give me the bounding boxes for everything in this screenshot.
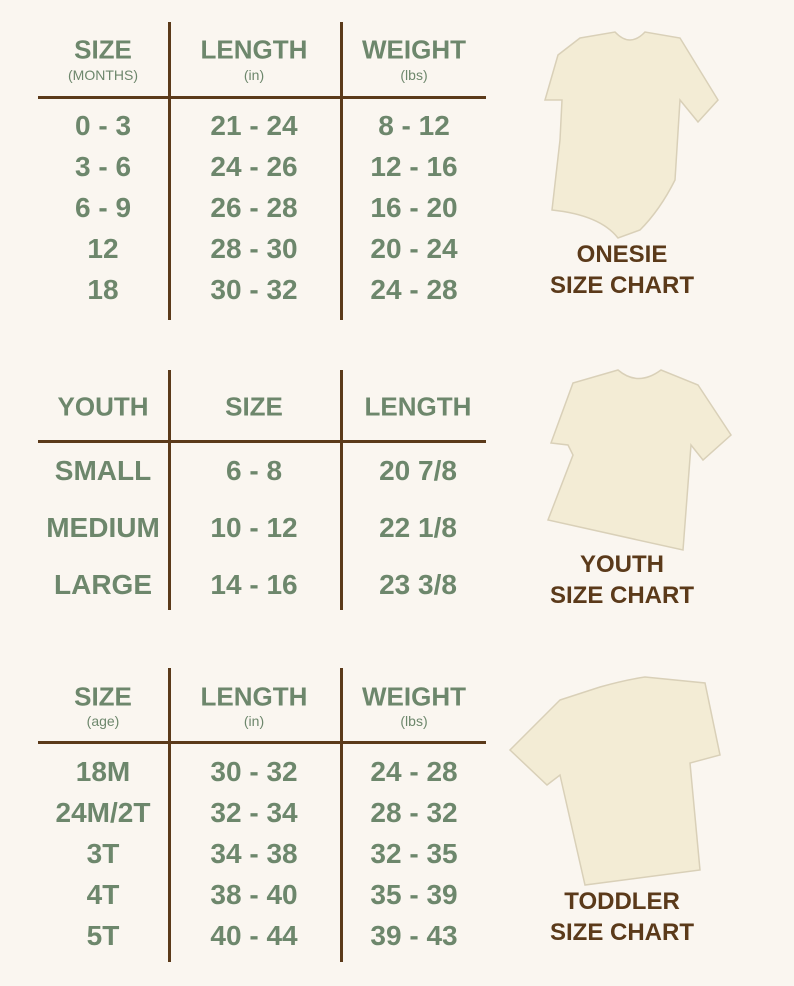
youth-caption: YOUTH bbox=[580, 551, 664, 578]
table-cell: 12 bbox=[87, 233, 119, 264]
table-column-divider bbox=[340, 668, 343, 962]
column-header-unit: (lbs) bbox=[400, 713, 428, 729]
column-header: LENGTH bbox=[200, 681, 308, 712]
table-cell: 12 - 16 bbox=[370, 151, 458, 182]
table-cell: 18M bbox=[75, 756, 131, 787]
column-header-unit: (MONTHS) bbox=[68, 67, 138, 83]
table-cell: 32 - 34 bbox=[210, 797, 298, 828]
table-cell: 39 - 43 bbox=[370, 920, 458, 951]
table-header-divider bbox=[38, 96, 486, 99]
onesie-caption: ONESIE bbox=[576, 241, 668, 268]
column-header: YOUTH bbox=[57, 391, 149, 422]
table-header-divider bbox=[38, 440, 486, 443]
table-cell: 8 - 12 bbox=[378, 110, 450, 141]
table-cell: 10 - 12 bbox=[210, 512, 298, 543]
column-header: SIZE bbox=[74, 34, 132, 65]
table-cell: 4T bbox=[86, 879, 120, 910]
toddler-tshirt-image bbox=[508, 676, 721, 886]
column-header: WEIGHT bbox=[362, 681, 466, 712]
table-cell: 18 bbox=[87, 274, 119, 305]
table-cell: MEDIUM bbox=[46, 512, 160, 543]
table-cell: 21 - 24 bbox=[210, 110, 298, 141]
table-column-divider bbox=[340, 370, 343, 610]
table-cell: 0 - 3 bbox=[74, 110, 132, 141]
table-cell: 24 - 26 bbox=[210, 151, 298, 182]
onesie-image bbox=[544, 31, 719, 239]
table-cell: LARGE bbox=[54, 569, 152, 600]
table-cell: 20 - 24 bbox=[370, 233, 458, 264]
column-header-unit: (lbs) bbox=[400, 67, 428, 83]
column-header-unit: (in) bbox=[243, 67, 265, 83]
table-column-divider bbox=[168, 668, 171, 962]
table-cell: 24 - 28 bbox=[370, 274, 458, 305]
youth-tshirt-image bbox=[546, 369, 732, 551]
table-column-divider bbox=[168, 22, 171, 320]
table-cell: 5T bbox=[86, 920, 120, 951]
table-cell: 28 - 32 bbox=[370, 797, 458, 828]
table-cell: SMALL bbox=[54, 455, 152, 486]
table-cell: 22 1/8 bbox=[379, 512, 457, 543]
toddler-caption: SIZE CHART bbox=[550, 919, 694, 946]
table-cell: 35 - 39 bbox=[370, 879, 458, 910]
table-cell: 3T bbox=[86, 838, 120, 869]
table-cell: 26 - 28 bbox=[210, 192, 298, 223]
youth-caption: SIZE CHART bbox=[550, 582, 694, 609]
table-column-divider bbox=[340, 22, 343, 320]
table-cell: 3 - 6 bbox=[74, 151, 132, 182]
table-cell: 20 7/8 bbox=[379, 455, 457, 486]
column-header: LENGTH bbox=[364, 391, 472, 422]
table-cell: 14 - 16 bbox=[210, 569, 298, 600]
column-header: SIZE bbox=[225, 391, 283, 422]
toddler-caption: TODDLER bbox=[564, 888, 680, 915]
table-cell: 28 - 30 bbox=[210, 233, 298, 264]
table-cell: 30 - 32 bbox=[210, 756, 298, 787]
table-header-divider bbox=[38, 741, 486, 744]
table-cell: 16 - 20 bbox=[370, 192, 458, 223]
table-cell: 6 - 8 bbox=[225, 455, 283, 486]
column-header: SIZE bbox=[74, 681, 132, 712]
table-cell: 6 - 9 bbox=[74, 192, 132, 223]
column-header: LENGTH bbox=[200, 34, 308, 65]
table-cell: 30 - 32 bbox=[210, 274, 298, 305]
table-column-divider bbox=[168, 370, 171, 610]
column-header-unit: (age) bbox=[86, 713, 120, 729]
onesie-caption: SIZE CHART bbox=[550, 272, 694, 299]
table-cell: 34 - 38 bbox=[210, 838, 298, 869]
table-cell: 24M/2T bbox=[55, 797, 151, 828]
table-cell: 32 - 35 bbox=[370, 838, 458, 869]
table-cell: 40 - 44 bbox=[210, 920, 298, 951]
table-cell: 23 3/8 bbox=[379, 569, 457, 600]
column-header-unit: (in) bbox=[243, 713, 265, 729]
table-cell: 24 - 28 bbox=[370, 756, 458, 787]
column-header: WEIGHT bbox=[362, 34, 466, 65]
table-cell: 38 - 40 bbox=[210, 879, 298, 910]
